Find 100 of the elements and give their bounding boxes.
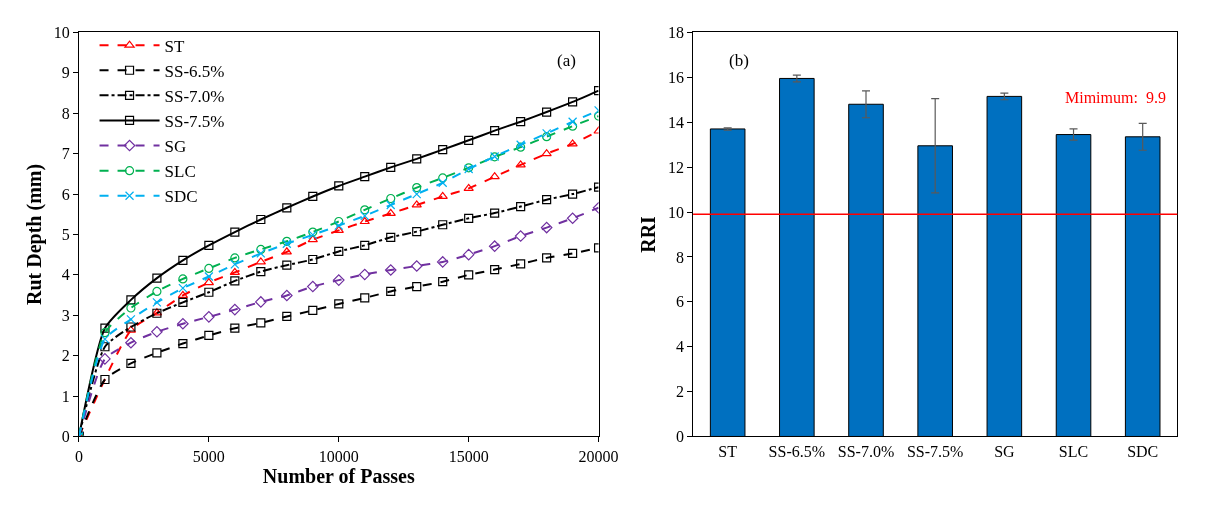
point <box>282 260 292 270</box>
y-tick-label: 14 <box>667 113 684 131</box>
point <box>488 240 501 252</box>
y-tick-label: 18 <box>667 24 684 42</box>
point <box>516 117 526 127</box>
annotation: (b) <box>729 51 749 70</box>
point <box>514 230 527 242</box>
y-tick-label: 6 <box>675 293 684 311</box>
point <box>541 149 552 157</box>
point <box>542 128 552 139</box>
y-tick-label: 4 <box>675 338 684 356</box>
y-tick-label: 2 <box>61 347 70 365</box>
point <box>542 253 552 263</box>
point <box>125 336 137 349</box>
point <box>100 323 110 333</box>
point <box>464 270 474 280</box>
point <box>229 267 241 276</box>
point <box>230 259 240 269</box>
y-tick-label: 5 <box>61 226 70 244</box>
point <box>567 139 578 147</box>
point <box>256 214 266 225</box>
y-tick-label: 10 <box>667 203 684 221</box>
point <box>282 203 292 213</box>
point <box>386 286 396 297</box>
point <box>412 189 422 199</box>
point <box>99 353 111 365</box>
point <box>464 135 474 145</box>
x-tick-label: 10000 <box>318 447 359 465</box>
point <box>462 248 475 261</box>
x-tick-label: SDC <box>1127 442 1159 460</box>
x-tick-label: SS-6.5% <box>768 442 826 460</box>
point <box>542 107 552 117</box>
point <box>126 358 136 368</box>
point <box>204 330 214 341</box>
point <box>100 328 110 338</box>
annotation: (a) <box>557 51 576 70</box>
point <box>566 212 579 225</box>
point <box>152 348 162 358</box>
x-tick-label: SG <box>994 442 1016 460</box>
point <box>334 181 344 191</box>
x-axis-title: Number of Passes <box>262 464 415 487</box>
point <box>464 213 474 223</box>
point <box>204 271 214 282</box>
point <box>178 274 188 284</box>
point <box>438 173 448 183</box>
x-tick-label: 20000 <box>578 447 619 465</box>
x-tick-label: SS-7.5% <box>906 442 964 460</box>
y-tick-label: 8 <box>61 104 70 122</box>
point <box>334 246 344 257</box>
point <box>568 248 578 259</box>
legend-label: SLC <box>164 162 196 182</box>
point <box>360 211 370 221</box>
x-tick-label: SS-7.0% <box>837 442 895 460</box>
point <box>178 283 188 293</box>
point <box>410 260 423 272</box>
x-tick-label: ST <box>718 442 738 460</box>
point <box>438 220 448 230</box>
legend-label: SS-7.5% <box>164 112 225 132</box>
point <box>412 281 422 292</box>
point <box>490 265 500 275</box>
point <box>152 273 162 283</box>
legend-label: SS-7.0% <box>164 87 225 106</box>
x-tick-label: SLC <box>1058 442 1089 460</box>
y-tick-label: 10 <box>53 24 70 42</box>
point <box>412 227 422 237</box>
point <box>385 208 396 217</box>
point <box>151 326 163 338</box>
point <box>333 225 344 234</box>
point <box>255 296 267 308</box>
point <box>334 299 344 309</box>
y-tick-label: 3 <box>61 306 70 324</box>
point <box>412 154 422 164</box>
point <box>308 254 318 265</box>
point <box>360 240 370 250</box>
point <box>489 172 500 180</box>
point <box>308 191 318 202</box>
point <box>542 132 552 142</box>
y-tick-label: 7 <box>61 145 70 163</box>
y-axis-title: Rut Depth (mm) <box>23 163 47 305</box>
y-tick-label: 6 <box>61 185 70 203</box>
point <box>490 208 500 218</box>
point <box>100 374 110 385</box>
y-tick-label: 1 <box>61 387 70 405</box>
point <box>152 286 162 297</box>
point <box>177 290 189 299</box>
point <box>438 145 448 155</box>
point <box>540 221 553 234</box>
point <box>516 259 526 269</box>
y-tick-label: 0 <box>61 428 70 446</box>
point <box>568 189 578 199</box>
point <box>256 248 266 259</box>
point <box>126 314 136 324</box>
legend-label: SDC <box>164 187 198 207</box>
point <box>203 311 215 323</box>
point <box>178 338 188 349</box>
point <box>282 311 292 322</box>
point <box>384 264 397 276</box>
point <box>490 126 500 136</box>
x-tick-label: 0 <box>74 447 83 465</box>
y-tick-label: 2 <box>675 383 684 401</box>
